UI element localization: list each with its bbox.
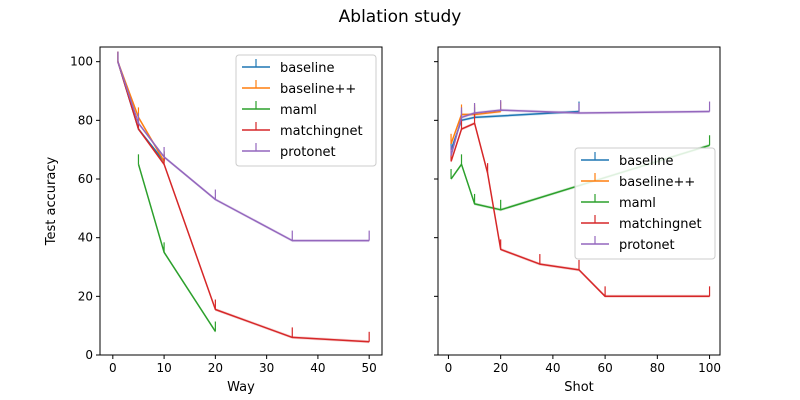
legend-label: protonet xyxy=(619,238,675,253)
x-axis-label: Shot xyxy=(564,380,594,395)
series-line xyxy=(117,61,370,242)
legend-item-baseline++: baseline++ xyxy=(242,80,356,97)
x-tick-label: 20 xyxy=(493,361,508,375)
legend-label: baseline++ xyxy=(619,175,695,190)
series-protonet xyxy=(117,51,370,243)
series-band xyxy=(451,110,579,152)
x-tick-label: 80 xyxy=(650,361,665,375)
legend-item-baseline: baseline xyxy=(581,152,673,169)
x-tick-label: 0 xyxy=(445,361,453,375)
x-tick-label: 40 xyxy=(545,361,560,375)
y-tick-label: 60 xyxy=(78,172,93,186)
x-tick-label: 0 xyxy=(109,361,117,375)
legend-label: baseline xyxy=(280,61,334,76)
series-matchingnet xyxy=(450,113,711,298)
series-protonet xyxy=(450,100,711,157)
legend-label: matchingnet xyxy=(619,217,702,232)
series-maml xyxy=(450,135,711,212)
series-band xyxy=(451,110,501,146)
legend-label: baseline xyxy=(619,154,673,169)
series-baseline++ xyxy=(117,51,165,163)
legend: baseline baseline++ maml matchingnet protone… xyxy=(574,147,716,260)
series-maml xyxy=(137,154,217,333)
x-tick-label: 40 xyxy=(310,361,325,375)
x-axis-label: Way xyxy=(227,380,255,395)
legend-box xyxy=(235,54,377,167)
legend-item-protonet: protonet xyxy=(242,143,336,160)
series-line xyxy=(450,109,710,156)
legend-box xyxy=(574,147,716,260)
x-tick-label: 50 xyxy=(362,361,377,375)
legend-label: baseline++ xyxy=(280,82,356,97)
panel-way: 0 10 20 30 40 50 0 20 40 60 80 100 Way Test accuracy b… xyxy=(44,46,383,395)
x-tick-label: 30 xyxy=(259,361,274,375)
legend-item-matchingnet: matchingnet xyxy=(581,215,702,232)
y-tick-label: 0 xyxy=(85,348,93,362)
series-baseline xyxy=(117,51,165,163)
x-tick-label: 20 xyxy=(208,361,223,375)
legend-item-matchingnet: matchingnet xyxy=(242,122,363,139)
x-tick-label: 100 xyxy=(698,361,721,375)
legend-label: matchingnet xyxy=(280,124,363,139)
y-tick-label: 40 xyxy=(78,231,93,245)
legend-item-protonet: protonet xyxy=(581,236,675,253)
series-band xyxy=(138,162,216,333)
legend-label: maml xyxy=(280,103,317,118)
x-tick-label: 10 xyxy=(156,361,171,375)
plot-frame xyxy=(99,46,383,356)
legend-item-maml: maml xyxy=(242,101,317,118)
chart-title: Ablation study xyxy=(339,7,462,27)
legend-label: maml xyxy=(619,196,656,211)
legend-item-maml: maml xyxy=(581,194,656,211)
x-tick-label: 60 xyxy=(597,361,612,375)
legend-label: protonet xyxy=(280,145,336,160)
legend: baseline baseline++ maml matchingnet protone… xyxy=(235,54,377,167)
plot-frame xyxy=(437,46,721,356)
y-tick-label: 20 xyxy=(78,289,93,303)
series-line xyxy=(117,61,370,343)
legend-item-baseline++: baseline++ xyxy=(581,173,695,190)
series-band xyxy=(451,121,710,298)
y-tick-label: 80 xyxy=(78,113,93,127)
panel-shot: 0 20 40 60 80 100 Shot baseline baseline++ maml ma… xyxy=(434,46,721,395)
y-tick-label: 100 xyxy=(70,55,93,69)
y-axis-label: Test accuracy xyxy=(44,157,59,247)
legend-item-baseline: baseline xyxy=(242,59,334,76)
